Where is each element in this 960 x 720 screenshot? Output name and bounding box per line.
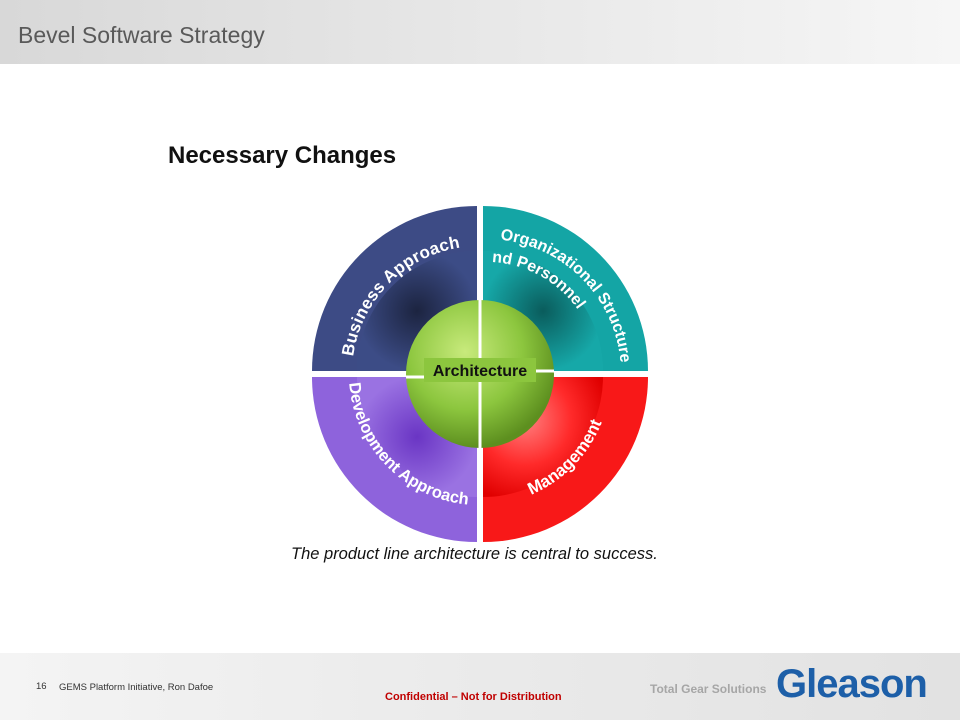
- footer-presentation-info: GEMS Platform Initiative, Ron Dafoe: [59, 682, 214, 693]
- confidential-notice: Confidential – Not for Distribution: [385, 691, 562, 703]
- change-wheel-diagram: Business Approach Organizational Structu…: [300, 194, 648, 542]
- gleason-logo: Gleason: [776, 662, 928, 706]
- slide-title: Necessary Changes: [168, 142, 397, 169]
- header-bar: Bevel Software Strategy: [0, 0, 960, 64]
- architecture-label: Architecture: [433, 363, 527, 380]
- footer-bar: [0, 653, 960, 720]
- company-tagline: Total Gear Solutions: [650, 682, 767, 696]
- header-title: Bevel Software Strategy: [18, 22, 265, 48]
- page-number: 16: [36, 681, 47, 692]
- center-architecture: Architecture: [406, 300, 554, 448]
- diagram-caption: The product line architecture is central…: [291, 545, 658, 563]
